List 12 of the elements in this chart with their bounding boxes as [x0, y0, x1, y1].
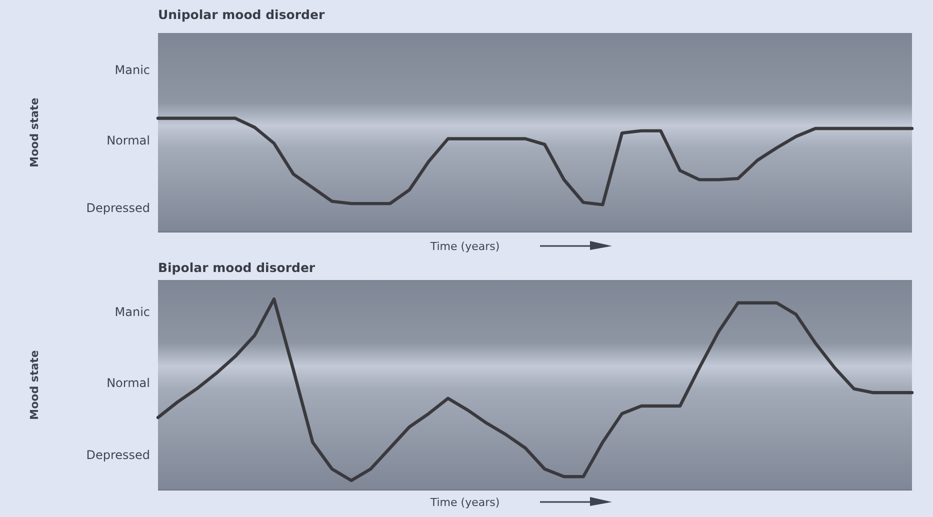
text: Depressed: [86, 448, 150, 462]
y-axis-title: Mood state: [28, 350, 41, 420]
text: Manic: [114, 63, 150, 78]
chart-title: Bipolar mood disorder: [158, 260, 316, 275]
text: Depressed: [86, 201, 150, 216]
x-axis-title: Time (years): [429, 240, 500, 253]
text: Manic: [114, 305, 150, 320]
text: Normal: [106, 133, 150, 148]
text: Normal: [106, 376, 150, 390]
chart-title: Unipolar mood disorder: [158, 7, 326, 22]
x-axis-title: Time (years): [429, 496, 500, 509]
y-axis-title: Mood state: [28, 98, 41, 168]
